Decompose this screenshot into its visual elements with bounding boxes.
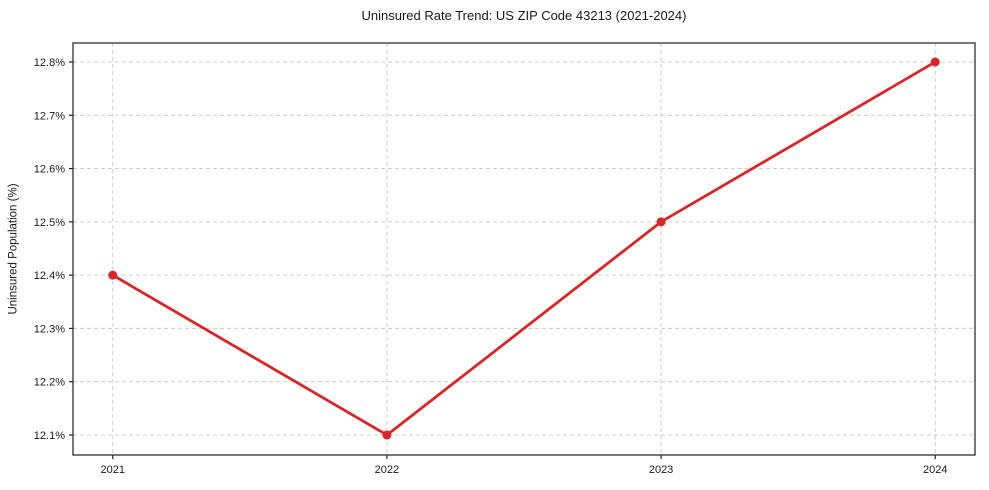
plot-border [72, 42, 976, 456]
data-point-marker [108, 270, 118, 280]
chart-title: Uninsured Rate Trend: US ZIP Code 43213 … [361, 8, 687, 23]
y-tick-label: 12.6% [34, 164, 65, 176]
x-tick-label: 2024 [923, 464, 947, 476]
x-tick-label: 2022 [375, 464, 399, 476]
x-tick-label: 2021 [101, 464, 125, 476]
y-tick-label: 12.1% [34, 430, 65, 442]
data-point-marker [930, 57, 940, 67]
x-tick-label: 2023 [649, 464, 673, 476]
data-point-marker [382, 430, 392, 440]
y-tick-label: 12.7% [34, 110, 65, 122]
trend-line [111, 60, 937, 437]
y-tick-label: 12.2% [34, 377, 65, 389]
data-point-marker [656, 217, 666, 227]
y-tick-label: 12.5% [34, 217, 65, 229]
y-tick-label: 12.4% [34, 270, 65, 282]
y-tick-label: 12.8% [34, 57, 65, 69]
y-tick-label: 12.3% [34, 323, 65, 335]
